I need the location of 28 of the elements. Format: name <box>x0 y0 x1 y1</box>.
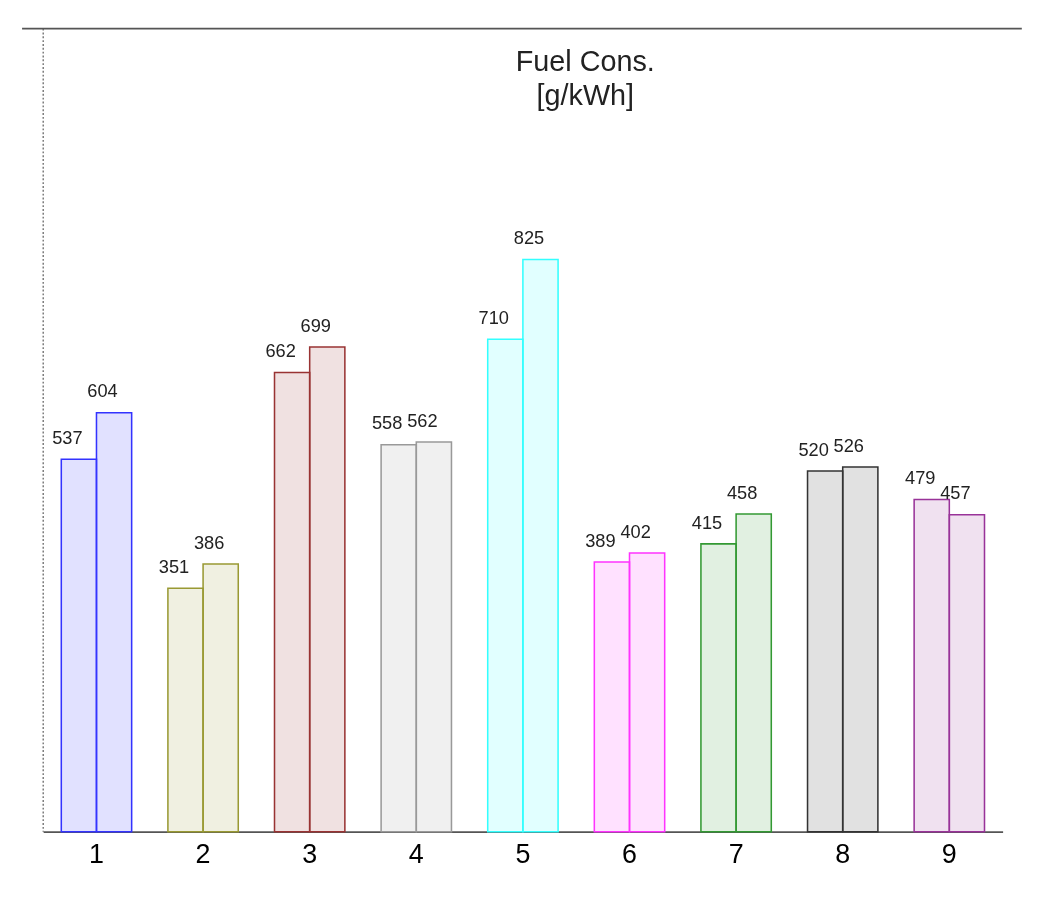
data-label: 526 <box>833 435 864 456</box>
data-label: 415 <box>691 512 723 533</box>
x-tick-label: 8 <box>835 838 851 869</box>
data-label: 562 <box>407 410 438 431</box>
data-label: 710 <box>478 307 509 328</box>
data-label: 402 <box>620 521 651 542</box>
x-tick-label: 4 <box>408 838 424 869</box>
x-tick-label: 5 <box>515 838 531 869</box>
x-tick-label: 3 <box>302 838 318 869</box>
data-label: 699 <box>300 315 331 336</box>
data-label: 662 <box>265 341 296 362</box>
data-label: 386 <box>193 532 225 553</box>
data-label: 457 <box>940 483 971 504</box>
x-tick-label: 2 <box>195 838 211 869</box>
data-label: 389 <box>585 530 616 551</box>
x-tick-label: 7 <box>728 838 744 869</box>
data-label: 604 <box>87 381 118 402</box>
data-label: 458 <box>726 482 758 503</box>
x-tick-label: 1 <box>89 838 104 869</box>
data-label: 537 <box>52 427 83 448</box>
data-label: 558 <box>371 413 403 434</box>
text: Fuel Cons. [g/kWh] <box>515 44 655 112</box>
x-tick-label: 6 <box>622 838 637 869</box>
data-label: 351 <box>158 556 190 577</box>
x-tick-label: 9 <box>941 838 957 869</box>
data-label: 520 <box>798 439 829 460</box>
data-label: 479 <box>905 468 936 489</box>
data-label: 825 <box>513 228 545 249</box>
